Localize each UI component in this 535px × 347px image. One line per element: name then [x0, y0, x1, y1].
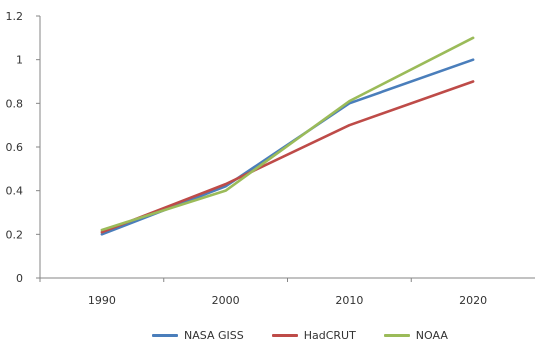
- legend-swatch-noaa: [384, 334, 410, 337]
- series-line-hadcrut: [102, 82, 473, 233]
- y-tick-label: 0.4: [6, 185, 24, 198]
- x-tick-label: 1990: [88, 294, 116, 307]
- series-line-noaa: [102, 38, 473, 230]
- legend-item-noaa: NOAA: [384, 329, 448, 342]
- legend-label-nasa-giss: NASA GISS: [184, 329, 244, 342]
- legend-swatch-nasa-giss: [152, 334, 178, 337]
- y-tick-label: 1.2: [6, 10, 24, 23]
- y-tick-label: 1: [16, 54, 23, 67]
- y-tick-label: 0.6: [6, 141, 24, 154]
- legend-item-nasa-giss: NASA GISS: [152, 329, 244, 342]
- legend-item-hadcrut: HadCRUT: [272, 329, 356, 342]
- legend-label-noaa: NOAA: [416, 329, 448, 342]
- axes: [36, 16, 535, 282]
- legend-label-hadcrut: HadCRUT: [304, 329, 356, 342]
- x-tick-label: 2010: [335, 294, 363, 307]
- x-tick-label: 2020: [459, 294, 487, 307]
- series-lines: [102, 38, 473, 235]
- tick-labels: 0 0.2 0.4 0.6 0.8 1 1.2 1990 2000 2010 2020: [6, 10, 488, 307]
- x-tick-label: 2000: [212, 294, 240, 307]
- legend: NASA GISS HadCRUT NOAA: [152, 329, 448, 342]
- legend-swatch-hadcrut: [272, 334, 298, 337]
- y-tick-label: 0: [16, 272, 23, 285]
- y-tick-label: 0.2: [6, 228, 24, 241]
- y-tick-label: 0.8: [6, 97, 24, 110]
